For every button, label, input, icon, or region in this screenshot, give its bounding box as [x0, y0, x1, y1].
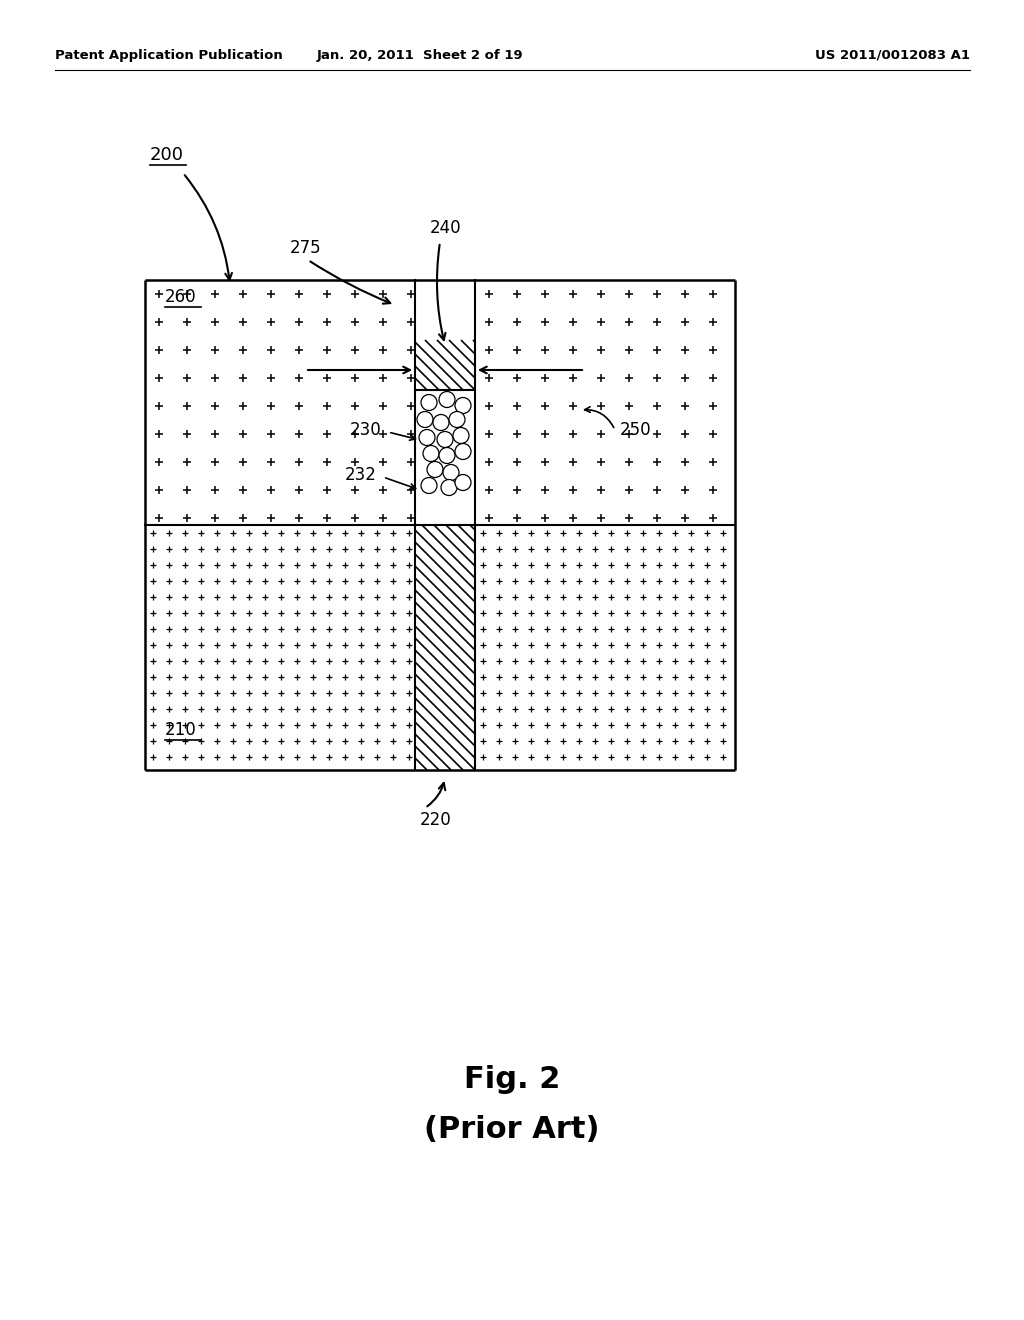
- Bar: [475, 525, 735, 770]
- Circle shape: [439, 447, 455, 463]
- Bar: [145, 280, 415, 525]
- Text: 210: 210: [165, 721, 197, 739]
- Circle shape: [449, 412, 465, 428]
- Text: 220: 220: [420, 810, 452, 829]
- Circle shape: [417, 412, 433, 428]
- Bar: [415, 341, 475, 525]
- Text: 230: 230: [350, 421, 382, 440]
- Circle shape: [443, 465, 459, 480]
- Text: Jan. 20, 2011  Sheet 2 of 19: Jan. 20, 2011 Sheet 2 of 19: [316, 49, 523, 62]
- Bar: [475, 280, 735, 525]
- Circle shape: [433, 414, 449, 430]
- Text: 275: 275: [290, 239, 322, 257]
- Circle shape: [455, 444, 471, 459]
- Circle shape: [423, 446, 439, 462]
- Text: Fig. 2: Fig. 2: [464, 1065, 560, 1094]
- Circle shape: [437, 432, 453, 447]
- Circle shape: [419, 429, 435, 446]
- Bar: [415, 525, 475, 770]
- Bar: [415, 389, 475, 525]
- Circle shape: [427, 462, 443, 478]
- Circle shape: [441, 479, 457, 495]
- Circle shape: [455, 397, 471, 413]
- Text: 240: 240: [430, 219, 462, 238]
- Text: (Prior Art): (Prior Art): [424, 1115, 600, 1144]
- Circle shape: [453, 428, 469, 444]
- Text: US 2011/0012083 A1: US 2011/0012083 A1: [815, 49, 970, 62]
- Text: 260: 260: [165, 288, 197, 306]
- Bar: [145, 525, 415, 770]
- Circle shape: [421, 395, 437, 411]
- Circle shape: [439, 392, 455, 408]
- Circle shape: [455, 474, 471, 491]
- Bar: [415, 389, 475, 525]
- Text: Patent Application Publication: Patent Application Publication: [55, 49, 283, 62]
- Text: 200: 200: [150, 147, 184, 164]
- Circle shape: [421, 478, 437, 494]
- Text: 250: 250: [620, 421, 651, 440]
- Text: 232: 232: [345, 466, 377, 484]
